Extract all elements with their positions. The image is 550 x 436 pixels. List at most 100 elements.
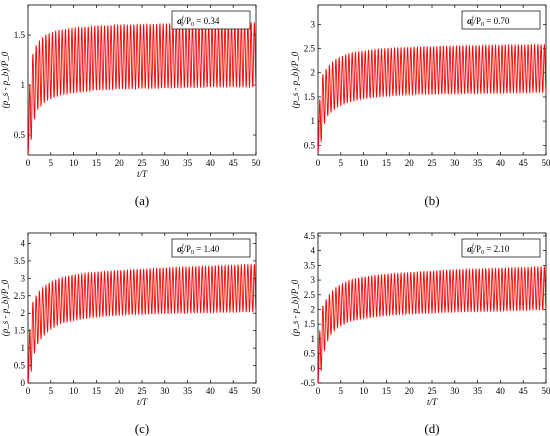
- y-tick-label: 1.5: [14, 326, 26, 336]
- x-tick-label: 40: [496, 386, 506, 396]
- annotation-part-4: /P: [184, 244, 192, 254]
- x-tick-label: 50: [542, 386, 550, 396]
- y-tick-label: 0: [311, 363, 316, 373]
- x-tick-label: 0: [316, 386, 321, 396]
- y-tick-label: 4: [311, 246, 316, 256]
- annotation-part-2: f: [182, 243, 185, 250]
- annotation-part-3: 0: [181, 22, 184, 28]
- annotation-part-5: 0: [191, 22, 194, 28]
- annotation-text: σf 0/P0 = 2.10: [467, 243, 510, 256]
- x-tick-label: 5: [49, 158, 54, 168]
- x-tick-label: 45: [519, 158, 529, 168]
- annotation-part-1: σ: [467, 244, 473, 254]
- series-line-1: [317, 43, 547, 153]
- annotation-part-6: = 2.10: [484, 244, 510, 254]
- annotation-part-4: /P: [474, 244, 482, 254]
- x-tick-label: 25: [138, 386, 148, 396]
- annotation-part-1: σ: [177, 16, 183, 26]
- x-tick-label: 45: [519, 386, 529, 396]
- y-tick-label: 3.5: [304, 260, 316, 270]
- series-line-1: [27, 21, 257, 156]
- annotation-part-2: f: [472, 15, 475, 22]
- y-tick-label: 4: [21, 238, 26, 248]
- annotation-part-3: 0: [471, 22, 474, 28]
- x-tick-label: 20: [405, 386, 415, 396]
- y-tick-label: 2: [21, 308, 26, 318]
- annotation-part-5: 0: [481, 250, 484, 256]
- y-tick-label: 0.5: [304, 140, 316, 150]
- series-line-1: [317, 265, 547, 384]
- annotation-part-4: /P: [184, 16, 192, 26]
- x-axis-label: t/T: [427, 397, 438, 407]
- annotation-part-6: = 1.40: [194, 244, 220, 254]
- y-axis-label: (p_s - p_b)/P_0: [0, 51, 10, 108]
- x-tick-label: 10: [359, 158, 369, 168]
- y-axis-label: (p_s - p_b)/P_0: [290, 279, 300, 336]
- y-tick-label: 0.5: [304, 349, 316, 359]
- annotation-part-4: /P: [474, 16, 482, 26]
- y-axis-label: (p_s - p_b)/P_0: [290, 51, 300, 108]
- x-tick-label: 35: [183, 158, 193, 168]
- x-tick-label: 20: [405, 158, 415, 168]
- y-tick-label: 1: [21, 80, 26, 90]
- x-tick-label: 10: [69, 158, 79, 168]
- x-tick-label: 20: [115, 158, 125, 168]
- x-tick-label: 50: [542, 158, 550, 168]
- x-tick-label: 10: [69, 386, 79, 396]
- x-tick-label: 15: [92, 386, 102, 396]
- x-tick-label: 20: [115, 386, 125, 396]
- x-tick-label: 0: [26, 386, 31, 396]
- annotation-part-3: 0: [181, 250, 184, 256]
- annotation-part-5: 0: [191, 250, 194, 256]
- annotation-box: [171, 238, 251, 258]
- annotation-part-3: 0: [471, 250, 474, 256]
- annotation-part-1: σ: [177, 244, 183, 254]
- x-tick-label: 0: [316, 158, 321, 168]
- chart-panel-4: 0 5 10 15 20 25 30 35 40 45 50-0.500.511.522.533.5…: [290, 231, 550, 436]
- x-tick-label: 15: [92, 158, 102, 168]
- x-tick-label: 5: [339, 386, 344, 396]
- panel-label: (d): [424, 421, 439, 436]
- x-tick-label: 35: [183, 386, 193, 396]
- y-tick-label: 0.5: [14, 361, 26, 371]
- x-tick-label: 40: [206, 386, 216, 396]
- chart-panel-3: 0 5 10 15 20 25 30 35 40 45 50 0 0.5 1 1.5 2 2.5 3 3.5 4 t/T…: [0, 232, 261, 436]
- x-axis-label: t/T: [137, 169, 148, 179]
- annotation-text: σf 0/P0 = 0.34: [177, 15, 220, 28]
- x-axis-label: t/T: [137, 397, 148, 407]
- y-tick-label: 3: [21, 273, 26, 283]
- annotation-part-2: f: [472, 243, 475, 250]
- annotation-box: [461, 10, 541, 30]
- y-tick-label: -0.5: [301, 378, 316, 388]
- x-tick-label: 45: [229, 158, 239, 168]
- x-tick-label: 30: [160, 158, 170, 168]
- annotation-text: σf 0/P0 = 1.40: [177, 243, 220, 256]
- x-tick-label: 35: [473, 158, 483, 168]
- panel-label: (c): [135, 421, 149, 436]
- y-tick-label: 1.5: [14, 30, 26, 40]
- x-tick-label: 40: [206, 158, 216, 168]
- annotation-part-2: f: [182, 15, 185, 22]
- y-tick-label: 4.5: [304, 231, 316, 241]
- y-tick-label: 2.5: [304, 290, 316, 300]
- y-tick-label: 0.5: [14, 130, 26, 140]
- panel-label: (b): [424, 193, 439, 208]
- y-tick-label: 2.5: [14, 291, 26, 301]
- x-tick-label: 45: [229, 386, 239, 396]
- x-tick-label: 30: [450, 386, 460, 396]
- y-tick-label: 1: [21, 343, 26, 353]
- y-tick-label: 3: [311, 275, 316, 285]
- x-tick-label: 25: [428, 158, 438, 168]
- y-tick-label: 1: [311, 116, 316, 126]
- y-tick-label: 1: [311, 334, 316, 344]
- annotation-part-6: = 0.70: [484, 16, 510, 26]
- y-tick-label: 3: [311, 19, 316, 29]
- x-tick-label: 25: [138, 158, 148, 168]
- y-tick-label: 1.5: [304, 92, 316, 102]
- x-tick-label: 25: [428, 386, 438, 396]
- annotation-part-1: σ: [467, 16, 473, 26]
- x-tick-label: 30: [450, 158, 460, 168]
- x-tick-label: 15: [382, 158, 392, 168]
- x-tick-label: 50: [252, 158, 262, 168]
